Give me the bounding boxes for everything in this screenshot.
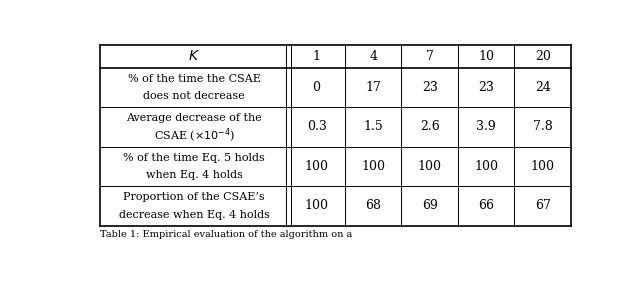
Text: 100: 100 xyxy=(418,160,442,173)
Text: when Eq. 4 holds: when Eq. 4 holds xyxy=(146,170,243,180)
Text: 10: 10 xyxy=(478,50,494,63)
Text: $K$: $K$ xyxy=(188,49,200,63)
Text: Average decrease of the: Average decrease of the xyxy=(126,113,262,123)
Text: 100: 100 xyxy=(361,160,385,173)
Text: 100: 100 xyxy=(474,160,498,173)
Text: 2.6: 2.6 xyxy=(420,121,440,134)
Text: 17: 17 xyxy=(365,81,381,94)
Text: 0: 0 xyxy=(312,81,321,94)
Text: 100: 100 xyxy=(305,200,328,213)
Text: 100: 100 xyxy=(531,160,555,173)
Text: 66: 66 xyxy=(478,200,494,213)
Text: 4: 4 xyxy=(369,50,377,63)
Text: 3.9: 3.9 xyxy=(476,121,496,134)
Text: 100: 100 xyxy=(305,160,328,173)
Text: 20: 20 xyxy=(535,50,550,63)
Text: 68: 68 xyxy=(365,200,381,213)
Text: CSAE ($\times10^{-4}$): CSAE ($\times10^{-4}$) xyxy=(154,127,235,145)
Text: 7.8: 7.8 xyxy=(533,121,553,134)
Text: 7: 7 xyxy=(426,50,434,63)
Text: 23: 23 xyxy=(478,81,494,94)
Text: does not decrease: does not decrease xyxy=(143,91,245,101)
Text: 69: 69 xyxy=(422,200,438,213)
Text: Proportion of the CSAE’s: Proportion of the CSAE’s xyxy=(124,192,265,202)
Text: 1.5: 1.5 xyxy=(364,121,383,134)
Text: Table 1: Empirical evaluation of the algorithm on a: Table 1: Empirical evaluation of the alg… xyxy=(100,230,352,239)
Text: decrease when Eq. 4 holds: decrease when Eq. 4 holds xyxy=(118,210,269,220)
Text: 67: 67 xyxy=(535,200,550,213)
Text: % of the time Eq. 5 holds: % of the time Eq. 5 holds xyxy=(124,153,265,163)
Text: 0.3: 0.3 xyxy=(307,121,326,134)
Text: % of the time the CSAE: % of the time the CSAE xyxy=(127,74,260,84)
Text: 24: 24 xyxy=(535,81,550,94)
Text: 23: 23 xyxy=(422,81,438,94)
Text: 1: 1 xyxy=(312,50,321,63)
